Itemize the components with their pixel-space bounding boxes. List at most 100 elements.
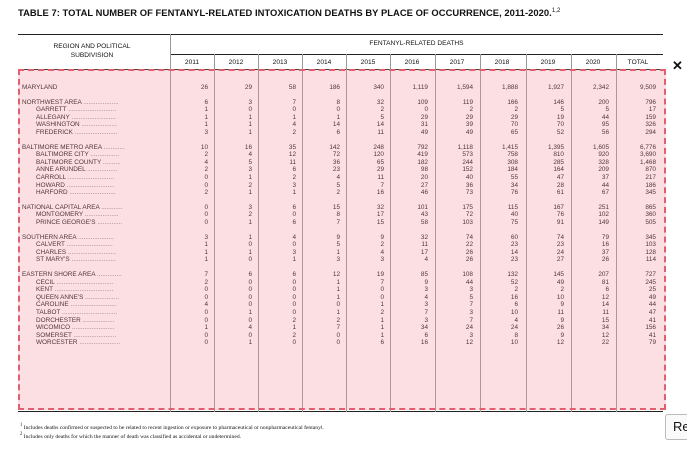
cell-value: 251 xyxy=(598,203,609,211)
cell-value: 1 xyxy=(248,248,252,256)
cell-value: 3 xyxy=(424,316,428,324)
cell-value: 6 xyxy=(292,219,296,226)
cell-value: 0 xyxy=(204,286,208,294)
cell-value: 2 xyxy=(560,286,564,294)
cell-value: 47 xyxy=(556,174,564,181)
cell-value: 0 xyxy=(204,331,208,339)
cell-value: 142 xyxy=(329,143,340,151)
table-row: BALTIMORE METRO AREA ............ 10 16 35 1… xyxy=(18,144,663,153)
cell-value: 36 xyxy=(465,181,473,189)
cell-value: 6 xyxy=(424,331,428,339)
cell-value: 60 xyxy=(510,233,518,241)
cell-value: 1 xyxy=(336,113,340,121)
cell-value: 9 xyxy=(560,331,564,339)
row-label: GARRETT ........................... xyxy=(36,106,117,114)
cell-value: 1 xyxy=(248,174,252,181)
cell-value: 79 xyxy=(601,233,609,241)
cell-value: 37 xyxy=(601,248,609,256)
cell-value: 2 xyxy=(204,278,208,286)
cell-value: 29 xyxy=(510,113,518,121)
cell-value: 3 xyxy=(204,129,208,136)
cell-value: 167 xyxy=(553,203,564,211)
cell-value: 2 xyxy=(292,129,296,136)
cell-value: 9 xyxy=(560,316,564,324)
cell-value: 149 xyxy=(598,219,609,226)
cell-value: 34 xyxy=(420,324,428,332)
close-icon[interactable]: ✕ xyxy=(672,58,683,73)
cell-value: 9 xyxy=(336,233,340,241)
cell-value: 2 xyxy=(336,189,340,197)
cell-value: 7 xyxy=(424,309,428,316)
table-row: GARRETT ........................... 1 0 0 0 2… xyxy=(18,106,663,115)
cell-value: 1 xyxy=(248,339,252,347)
cell-value: 4 xyxy=(248,151,252,159)
cell-value: 0 xyxy=(292,286,296,294)
cell-value: 145 xyxy=(553,271,564,278)
cell-value: 0 xyxy=(292,293,296,301)
cell-value: 31 xyxy=(420,121,428,129)
cell-value: 2 xyxy=(204,151,208,159)
cell-value: 11 xyxy=(377,129,384,136)
cell-value: 7 xyxy=(336,219,340,226)
cell-value: 7 xyxy=(469,301,473,309)
row-label: PRINCE GEORGE'S .............. xyxy=(36,219,123,226)
cell-value: 28 xyxy=(556,181,564,189)
cell-value: 0 xyxy=(292,278,296,286)
cell-value: 72 xyxy=(465,211,473,219)
cell-value: 3 xyxy=(424,301,428,309)
cell-value: 23 xyxy=(510,256,518,264)
table-row: ANNE ARUNDEL ................. 2 3 6 23 29 98 1… xyxy=(18,166,663,175)
cell-value: 10 xyxy=(200,143,208,151)
cell-value: 1 xyxy=(248,189,252,197)
cell-value: 65 xyxy=(376,158,384,166)
cell-value: 12 xyxy=(556,339,564,347)
cell-value: 1 xyxy=(380,324,384,332)
cell-value: 6 xyxy=(292,166,296,174)
cell-value: 49 xyxy=(556,278,564,286)
cell-value: 7 xyxy=(336,324,340,332)
cell-value: 0 xyxy=(248,256,252,264)
cell-value: 70 xyxy=(510,121,518,129)
cell-value: 2 xyxy=(514,106,518,114)
cell-value: 8 xyxy=(336,98,340,106)
cell-value: 16 xyxy=(510,293,518,301)
table-row: CARROLL .......................... 0 1 2 4 11… xyxy=(18,174,663,183)
table-row: EASTERN SHORE AREA .............. 7 6 6 12 19… xyxy=(18,271,663,280)
cell-value: 36 xyxy=(332,158,340,166)
cell-value: 0 xyxy=(204,181,208,189)
year-header-2018: 2018 xyxy=(494,59,510,66)
cell-value: 20 xyxy=(420,174,428,181)
cell-value: 1 xyxy=(248,121,252,129)
cell-value: 1,395 xyxy=(548,143,564,151)
cell-value: 4 xyxy=(248,324,252,332)
cell-value: 3 xyxy=(248,203,252,211)
row-label: FREDERICK ........................ xyxy=(36,129,118,136)
cell-value: 3 xyxy=(336,256,340,264)
cell-value: 1 xyxy=(204,106,208,114)
cell-value: 1 xyxy=(336,309,340,316)
cell-value: 1 xyxy=(380,301,384,309)
cell-value: 1 xyxy=(380,331,384,339)
cell-value: 1 xyxy=(336,286,340,294)
cell-value: 12 xyxy=(288,151,296,159)
year-header-2020: 2020 xyxy=(585,59,601,66)
cell-value: 10 xyxy=(556,293,564,301)
cell-value: 0 xyxy=(292,211,296,219)
row-label: WASHINGTON .................... xyxy=(36,121,117,129)
cell-value: 15 xyxy=(601,316,609,324)
cell-value: 103 xyxy=(645,241,656,249)
cell-value: 22 xyxy=(465,241,473,249)
re-button[interactable]: Re xyxy=(665,414,687,440)
table-row: DORCHESTER .................. 0 0 2 2 1 3 7 4 9 15… xyxy=(18,317,663,326)
cell-value: 29 xyxy=(244,84,252,91)
cell-value: 1 xyxy=(248,113,252,121)
cell-value: 44 xyxy=(465,278,473,286)
cell-value: 3 xyxy=(204,233,208,241)
row-label: BALTIMORE CITY ................ xyxy=(36,151,119,159)
cell-value: 792 xyxy=(417,143,428,151)
cell-value: 40 xyxy=(465,174,473,181)
cell-value: 1 xyxy=(204,241,208,249)
cell-value: 3 xyxy=(469,309,473,316)
row-label: CARROLL .......................... xyxy=(36,174,114,181)
cell-value: 3 xyxy=(292,181,296,189)
